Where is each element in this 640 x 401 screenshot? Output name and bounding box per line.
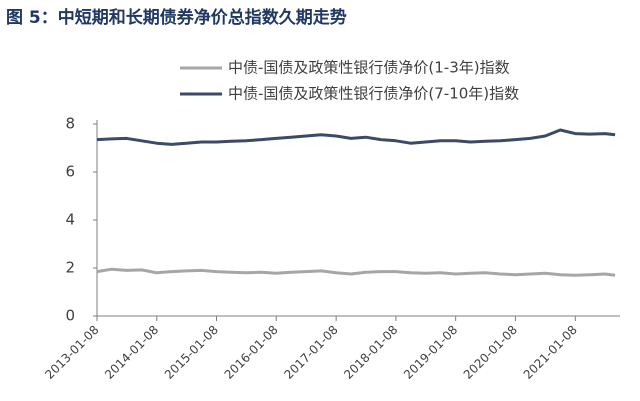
legend-label: 中债-国债及政策性银行债净价(7-10年)指数: [228, 85, 519, 103]
x-tick-label: 2019-01-08: [401, 323, 460, 382]
y-tick-label: 0: [65, 307, 75, 325]
x-tick-label: 2017-01-08: [282, 323, 341, 382]
series-line: [96, 267, 616, 277]
x-tick-label: 2021-01-08: [521, 323, 580, 382]
x-tick-label: 2016-01-08: [222, 323, 281, 382]
x-tick-label: 2020-01-08: [461, 323, 520, 382]
series-line: [96, 128, 616, 146]
x-tick-label: 2014-01-08: [102, 323, 161, 382]
y-tick-label: 6: [65, 163, 75, 181]
x-tick-label: 2015-01-08: [162, 323, 221, 382]
y-tick-label: 2: [65, 259, 75, 277]
legend-label: 中债-国债及政策性银行债净价(1-3年)指数: [228, 59, 510, 77]
x-tick-label: 2018-01-08: [341, 323, 400, 382]
y-tick-label: 4: [65, 211, 75, 229]
x-tick-label: 2013-01-08: [42, 323, 101, 382]
y-tick-label: 8: [65, 115, 75, 133]
chart-title: 图 5：中短期和长期债券净价总指数久期走势: [6, 7, 347, 28]
